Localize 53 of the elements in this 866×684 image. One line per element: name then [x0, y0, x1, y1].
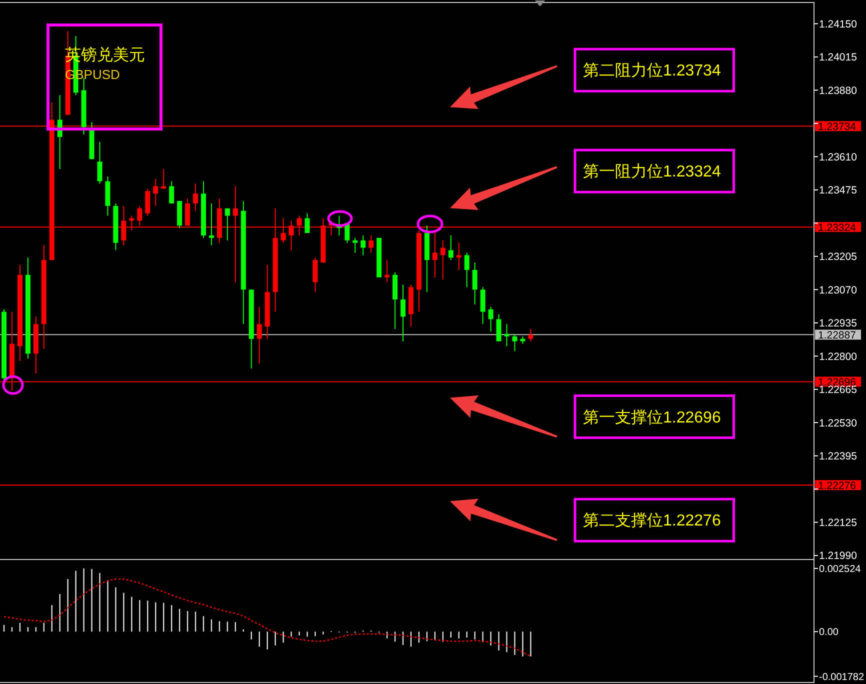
ref-line-label: 1.23734: [818, 120, 856, 133]
candlestick: [480, 286, 486, 325]
annotation: 第一支撑位1.22696: [583, 408, 721, 426]
candlestick: [304, 212, 310, 234]
ref-line-label: 1.22276: [818, 480, 856, 492]
y-tick-label: -0.001782: [819, 672, 864, 683]
candlestick: [528, 328, 534, 342]
ref-line-label: 1.23324: [818, 222, 856, 234]
annotation: 第一阻力位1.23324: [583, 162, 721, 181]
candlestick: [440, 240, 446, 280]
candlestick: [384, 260, 390, 283]
y-tick-label: 1.23610: [819, 151, 858, 164]
annotation: 第二阻力位1.23734: [583, 62, 721, 80]
line-series: [3, 578, 532, 658]
candlestick: [169, 180, 174, 204]
y-tick-label: 1.21990: [819, 550, 858, 562]
candlestick: [360, 234, 366, 256]
y-tick-label: 1.22395: [819, 450, 858, 462]
candlestick: [256, 306, 262, 364]
candlestick: [145, 188, 150, 216]
candlestick: [464, 252, 470, 288]
annotation: 第二支撑位1.22276: [583, 512, 721, 530]
y-tick-label: 0.00: [819, 627, 839, 638]
candlestick: [193, 183, 198, 212]
ref-line-label: 1.22887: [818, 329, 856, 342]
candlestick: [472, 262, 478, 305]
y-tick-label: 1.24150: [819, 18, 858, 30]
candlestick: [496, 314, 502, 342]
y-tick-label: 1.23880: [819, 84, 858, 97]
candlestick: [153, 178, 158, 206]
candlestick: [448, 234, 454, 261]
candlestick: [312, 257, 318, 293]
candlestick: [400, 284, 406, 342]
y-tick-label: 1.22935: [819, 318, 858, 330]
candlestick: [456, 242, 462, 270]
y-tick-label: 1.23475: [819, 184, 858, 197]
candlestick: [208, 202, 214, 246]
y-tick-label: 1.22800: [819, 350, 858, 363]
y-tick-label: 1.22530: [819, 417, 858, 430]
y-tick-label: 1.23070: [819, 284, 858, 296]
candlestick: [488, 306, 494, 332]
candlestick: [432, 232, 438, 278]
y-tick-label: 0.002524: [819, 564, 862, 575]
candlestick: [224, 208, 230, 241]
candlestick: [512, 333, 518, 352]
y-tick-label: 1.23205: [819, 251, 858, 264]
candlestick: [368, 234, 374, 254]
candlestick: [504, 324, 510, 347]
candlestick: [161, 168, 166, 190]
candlestick: [97, 141, 102, 184]
candlestick: [352, 237, 358, 254]
y-tick-label: 1.24015: [819, 52, 858, 64]
y-tick-label: 1.22125: [819, 516, 858, 529]
